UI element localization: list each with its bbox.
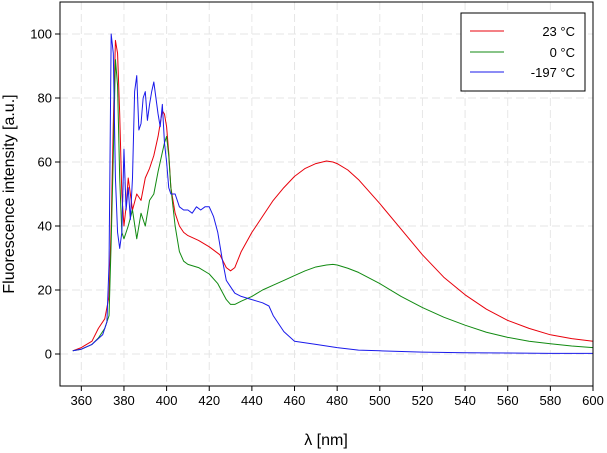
x-tick-label: 460: [284, 393, 306, 408]
series-lines: [72, 33, 594, 354]
x-tick-label: 540: [454, 393, 476, 408]
x-tick-label: 480: [326, 393, 348, 408]
x-tick-label: 360: [70, 393, 92, 408]
y-tick-label: 60: [38, 155, 52, 170]
y-tick-label: 40: [38, 219, 52, 234]
y-tick-label: 0: [45, 347, 52, 362]
x-tick-label: 520: [412, 393, 434, 408]
y-tick-label: 20: [38, 283, 52, 298]
x-tick-label: 380: [113, 393, 135, 408]
series-line-1: [72, 59, 594, 352]
y-tick-label: 80: [38, 91, 52, 106]
x-tick-label: 400: [156, 393, 178, 408]
series-line-2: [72, 33, 593, 354]
x-tick-label: 440: [241, 393, 263, 408]
y-axis-ticks: 0 20 40 60 80 100: [30, 27, 60, 362]
y-tick-label: 100: [30, 27, 52, 42]
series-line-0: [72, 39, 594, 352]
legend: 23 °C 0 °C -197 °C: [460, 12, 586, 92]
x-tick-label: 420: [198, 393, 220, 408]
x-axis-ticks: 360 380 400 420 440 460 480 500 520 540 560 580 600: [70, 386, 604, 408]
x-axis-title: λ [nm]: [304, 432, 348, 449]
legend-label-23c: 23 °C: [542, 24, 575, 39]
x-tick-label: 580: [540, 393, 562, 408]
x-tick-label: 500: [369, 393, 391, 408]
plot-frame: [59, 1, 594, 387]
x-tick-label: 560: [497, 393, 519, 408]
legend-label-minus197c: -197 °C: [531, 65, 575, 80]
y-axis-title: Fluorescence intensity [a.u.]: [1, 94, 18, 293]
legend-label-0c: 0 °C: [550, 45, 575, 60]
x-tick-label: 600: [582, 393, 604, 408]
